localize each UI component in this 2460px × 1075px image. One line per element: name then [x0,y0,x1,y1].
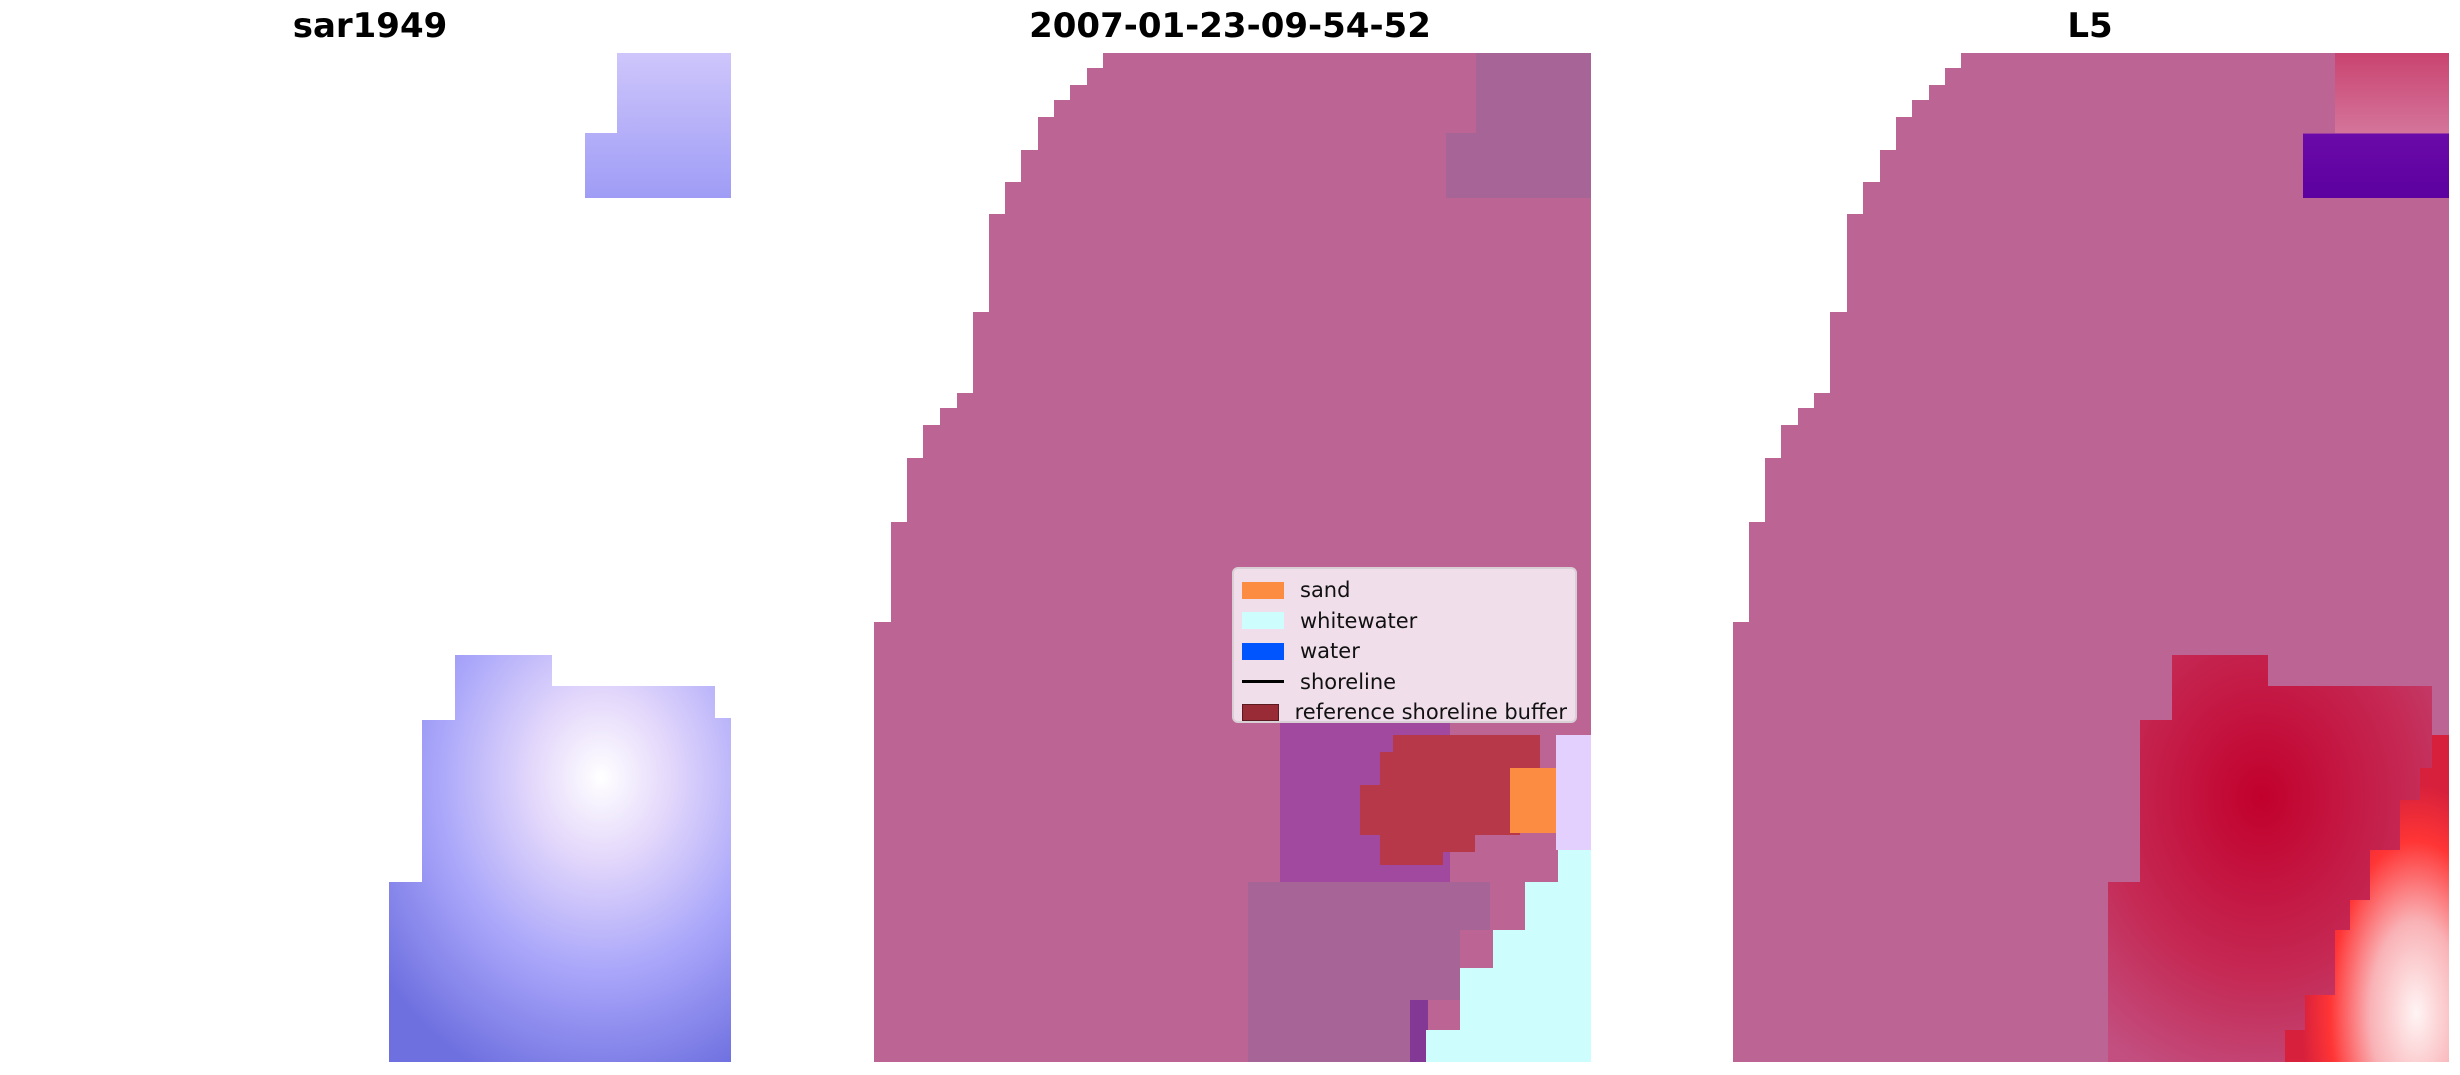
legend: sand whitewater water shoreline referenc… [1232,567,1577,724]
sand-patch [1510,768,1556,833]
legend-label-shoreline: shoreline [1300,669,1397,694]
panel-title-classified: 2007-01-23-09-54-52 [1029,6,1431,46]
sar-bottom-patch [389,655,731,1062]
l5-top-right-patch [2303,53,2449,198]
legend-item-sand: sand [1242,575,1567,606]
reference-shoreline-buffer-area [1360,735,1540,865]
panel-title-l5: L5 [2067,6,2113,46]
legend-item-shoreline: shoreline [1242,667,1567,698]
mixed-patch-top-right-step [1446,133,1476,198]
mixed-patch-bottom [1248,882,1490,1062]
mixed-patch-top-right [1476,53,1591,198]
legend-swatch-whitewater [1242,612,1284,630]
lavender-patch [1556,735,1591,850]
legend-swatch-sand [1242,581,1284,599]
legend-label-reference-buffer: reference shoreline buffer [1294,700,1567,725]
legend-swatch-reference-buffer [1242,703,1279,721]
legend-item-reference-buffer: reference shoreline buffer [1242,697,1567,728]
legend-label-water: water [1300,639,1360,664]
legend-item-water: water [1242,636,1567,667]
legend-item-whitewater: whitewater [1242,606,1567,637]
legend-label-whitewater: whitewater [1300,608,1418,633]
legend-swatch-water [1242,642,1284,660]
whitewater-area [1426,850,1591,1062]
legend-swatch-shoreline [1242,680,1284,684]
legend-label-sand: sand [1300,578,1351,603]
panel-title-sar: sar1949 [292,6,448,46]
sar-top-patch [585,53,731,198]
l5-bright-patch [2285,735,2449,1062]
